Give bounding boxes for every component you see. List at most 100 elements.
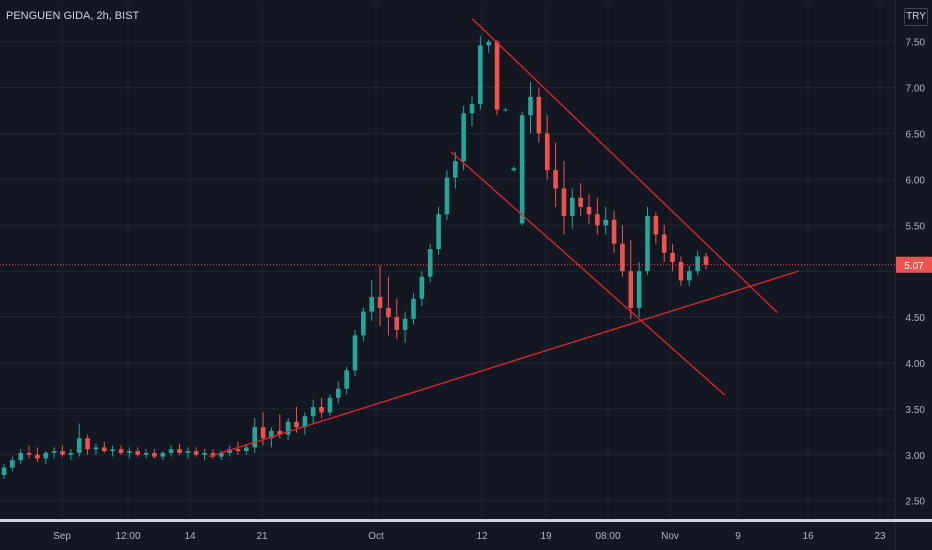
candle-body: [386, 307, 391, 318]
trendline: [450, 151, 726, 396]
trendline: [209, 270, 799, 458]
candle-body: [636, 271, 642, 308]
candle-body: [227, 449, 232, 453]
candle-body: [628, 271, 634, 308]
x-tick-label: Sep: [53, 531, 71, 542]
candle-body: [185, 451, 191, 453]
candle-body: [344, 370, 349, 389]
candle-body: [603, 219, 609, 226]
candle-body: [536, 96, 542, 134]
candle-body: [411, 298, 416, 319]
candle-body: [586, 206, 592, 215]
candle-body: [76, 438, 82, 453]
candle-body: [302, 416, 308, 428]
candle-body: [143, 452, 149, 455]
candle-body: [686, 271, 692, 281]
x-tick-label: 16: [802, 531, 814, 542]
y-tick-label: 7.50: [906, 38, 926, 49]
candle-body: [10, 460, 15, 468]
candle-body: [653, 216, 659, 235]
y-tick-label: 3.50: [906, 405, 926, 416]
candle-body: [503, 109, 508, 111]
candle-body: [511, 168, 517, 171]
candle-body: [611, 219, 617, 244]
y-tick-label: 4.50: [906, 313, 926, 324]
y-tick-label: 3.00: [906, 451, 926, 462]
y-tick-label: 4.00: [906, 359, 926, 370]
candle-body: [277, 430, 283, 435]
currency-button[interactable]: TRY: [904, 8, 928, 26]
x-tick-label: 21: [256, 531, 268, 542]
candle-body: [595, 214, 600, 226]
x-tick-label: 23: [874, 531, 886, 542]
x-tick-label: 12:00: [115, 531, 140, 542]
y-tick-label: 7.00: [906, 84, 926, 95]
candle-body: [168, 449, 174, 453]
candle-body: [419, 276, 425, 299]
candle-body: [544, 133, 550, 171]
x-tick-label: Oct: [368, 531, 384, 542]
candle-body: [319, 407, 324, 413]
candle-body: [461, 113, 466, 162]
candle-body: [452, 161, 458, 178]
candle-body: [444, 177, 450, 215]
candle-body: [553, 170, 558, 189]
current-price-label: 5.07: [904, 261, 924, 272]
candle-body: [670, 252, 675, 262]
candle-body: [269, 430, 274, 439]
candle-body: [678, 262, 684, 281]
candle-body: [561, 188, 567, 217]
candle-body: [327, 397, 333, 413]
x-tick-label: 08:00: [595, 531, 620, 542]
x-tick-label: 19: [540, 531, 552, 542]
candle-body: [494, 41, 500, 110]
candle-body: [486, 41, 492, 46]
candle-body: [35, 454, 40, 459]
x-tick-label: Nov: [661, 531, 679, 542]
candle-body: [260, 427, 266, 439]
candle-body: [252, 427, 258, 448]
candle-body: [394, 317, 400, 330]
candle-body: [60, 451, 65, 455]
candle-body: [177, 449, 182, 453]
candle-body: [235, 449, 241, 452]
time-scale-scrollbar[interactable]: [0, 519, 932, 522]
candle-body: [519, 115, 525, 224]
candle-body: [369, 296, 375, 312]
x-tick-label: 12: [476, 531, 488, 542]
candle-body: [218, 452, 224, 457]
trendline: [471, 18, 778, 313]
candle-body: [620, 243, 625, 272]
candle-body: [210, 452, 216, 457]
candle-body: [68, 452, 74, 455]
candle-body: [478, 45, 483, 105]
candle-body: [645, 216, 650, 272]
x-tick-label: 14: [184, 531, 196, 542]
candle-body: [110, 449, 115, 452]
candle-body: [51, 451, 57, 453]
candle-body: [661, 234, 667, 253]
candle-body: [469, 104, 475, 114]
candle-body: [695, 256, 700, 272]
candle-body: [26, 452, 32, 455]
candle-body: [85, 438, 90, 450]
candle-body: [101, 447, 107, 452]
candle-body: [436, 214, 441, 250]
candle-body: [402, 318, 408, 330]
candle-body: [244, 447, 249, 452]
candle-body: [377, 296, 383, 308]
candle-body: [18, 452, 24, 461]
candle-body: [152, 452, 157, 457]
x-tick-label: 9: [735, 531, 741, 542]
candle-body: [160, 452, 166, 457]
candle-body: [93, 447, 99, 450]
candle-body: [294, 421, 299, 428]
candle-body: [43, 452, 49, 459]
y-tick-label: 5.50: [906, 221, 926, 232]
candle-body: [335, 388, 341, 398]
candle-body: [569, 197, 575, 217]
candle-body: [703, 256, 709, 265]
current-price-tag: [896, 256, 932, 273]
